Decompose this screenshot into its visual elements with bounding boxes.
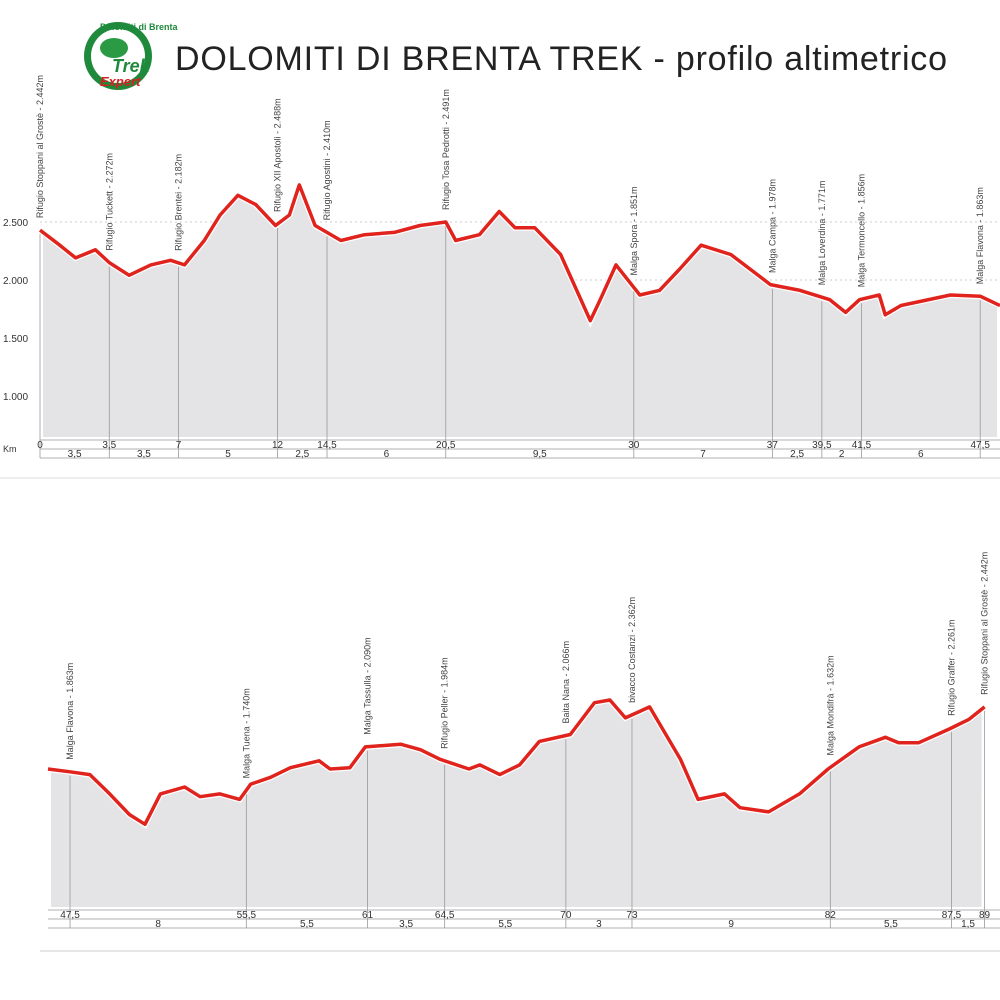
x-tick-label: 41,5	[852, 440, 872, 451]
x-tick-label: 64,5	[435, 910, 455, 921]
segment-label: 6	[918, 449, 924, 460]
x-tick-label: 82	[825, 910, 837, 921]
x-tick-label: 47,5	[60, 910, 80, 921]
segment-label: 3,5	[399, 919, 413, 930]
x-tick-label: 39,5	[812, 440, 832, 451]
x-tick-label: 7	[176, 440, 182, 451]
segment-label: 3,5	[68, 449, 82, 460]
waypoint-label: Rifugio Brentei - 2.182m	[174, 154, 184, 251]
y-tick-label: 2.000	[3, 276, 28, 287]
x-tick-label: 14,5	[317, 440, 337, 451]
segment-label: 5,5	[884, 919, 898, 930]
y-tick-label: 1.000	[3, 392, 28, 403]
segment-label: 9	[728, 919, 734, 930]
waypoint-label: Rifugio Tuckett - 2.272m	[104, 153, 114, 251]
waypoint-label: Baita Nana - 2.066m	[561, 641, 571, 724]
waypoint-label: Malga Tuena - 1.740m	[241, 688, 251, 778]
x-tick-label: 47,5	[970, 440, 990, 451]
waypoint-label: Rifugio Stoppani al Grostè - 2.442m	[35, 75, 45, 218]
segment-label: 5	[225, 449, 231, 460]
page-title: DOLOMITI DI BRENTA TREK - profilo altime…	[175, 40, 947, 78]
waypoint-label: Malga Flavona - 1.863m	[975, 187, 985, 284]
waypoint-label: Malga Campa - 1.978m	[767, 179, 777, 273]
segment-label: 6	[384, 449, 390, 460]
waypoint-label: Rifugio Peller - 1.984m	[440, 657, 450, 749]
logo-main: Trek	[112, 56, 151, 76]
segment-label: 5,5	[300, 919, 314, 930]
segment-label: 7	[700, 449, 706, 460]
x-tick-label: 55,5	[237, 910, 257, 921]
segment-label: 3,5	[137, 449, 151, 460]
x-tick-label: 87,5	[942, 910, 962, 921]
profile-line	[47, 698, 986, 827]
x-tick-label: 37	[767, 440, 779, 451]
segment-label: 2	[839, 449, 845, 460]
x-tick-label: 89	[979, 910, 991, 921]
waypoint-label: Rifugio Graffer - 2.261m	[947, 620, 957, 716]
x-tick-label: 73	[626, 910, 638, 921]
x-axis-label: Km	[3, 444, 17, 454]
x-tick-label: 0	[37, 440, 43, 451]
waypoint-label: Malga Spora - 1.851m	[629, 186, 639, 275]
waypoint-label: Rifugio XII Apostoli - 2.488m	[273, 98, 283, 212]
logo-top: Dolomiti di Brenta	[100, 22, 178, 32]
logo-frog	[100, 38, 128, 58]
segment-label: 2,5	[790, 449, 804, 460]
waypoint-label: Rifugio Agostini - 2.410m	[322, 120, 332, 220]
waypoint-label: Malga Termoncello - 1.856m	[856, 174, 866, 287]
waypoint-label: Rifugio Stoppani al Grostè - 2.442m	[980, 552, 990, 695]
x-tick-label: 61	[362, 910, 374, 921]
x-tick-label: 20,5	[436, 440, 456, 451]
x-tick-label: 30	[628, 440, 640, 451]
waypoint-label: bivacco Costanzi - 2.362m	[627, 597, 637, 703]
x-tick-label: 3,5	[102, 440, 116, 451]
y-tick-label: 1.500	[3, 334, 28, 345]
profile-line	[38, 183, 1000, 323]
x-tick-label: 70	[560, 910, 572, 921]
x-tick-label: 12	[272, 440, 284, 451]
segment-label: 3	[596, 919, 602, 930]
segment-label: 9,5	[533, 449, 547, 460]
waypoint-label: Rifugio Tosa Pedrotti - 2.491m	[441, 89, 451, 210]
segment-label: 5,5	[498, 919, 512, 930]
profile-area	[45, 696, 988, 913]
logo: Dolomiti di Brenta Trek Expert	[84, 22, 178, 90]
waypoint-label: Malga Loverdina - 1.771m	[817, 181, 827, 286]
waypoint-label: Malga Tassulla - 2.090m	[363, 637, 373, 734]
segment-label: 8	[155, 919, 161, 930]
y-tick-label: 2.500	[3, 218, 28, 229]
logo-sub: Expert	[100, 74, 141, 89]
segment-label: 2,5	[295, 449, 309, 460]
waypoint-label: Malga Mondifrà - 1.632m	[825, 655, 835, 755]
segment-label: 1,5	[961, 919, 975, 930]
waypoint-label: Malga Flavona - 1.863m	[65, 663, 75, 760]
